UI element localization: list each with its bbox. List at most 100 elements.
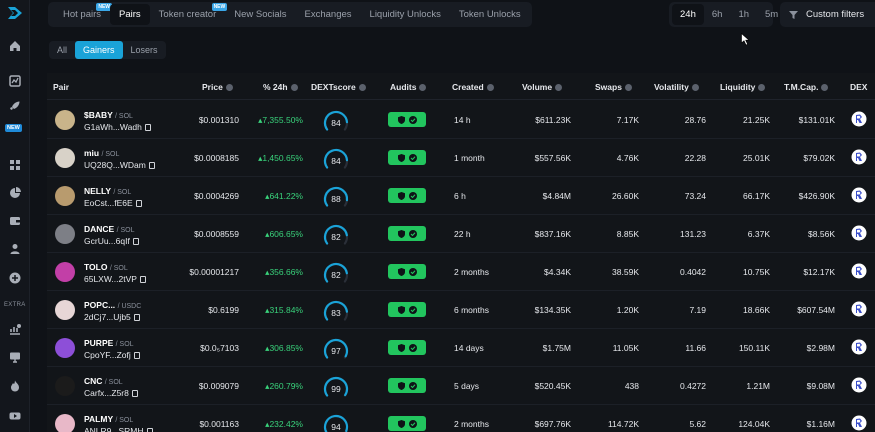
token-avatar <box>55 300 75 320</box>
segment-all[interactable]: All <box>57 45 68 55</box>
copy-icon[interactable] <box>146 427 153 432</box>
raydium-dex-icon[interactable] <box>851 263 867 279</box>
plus-icon[interactable] <box>8 271 22 285</box>
token-symbol[interactable]: DANCE / SOL <box>84 224 135 234</box>
dextools-logo-icon[interactable] <box>6 5 24 21</box>
address-text: 65LXW...2tVP <box>84 274 137 284</box>
table-row[interactable]: CNC / SOL Carfx...Z5r8 $0.009079 ▴260.79% 99… <box>47 367 875 405</box>
audit-badge[interactable] <box>388 150 426 165</box>
table-header: Pair Price % 24h DEXTscore Audits Create… <box>47 73 875 100</box>
home-icon[interactable] <box>8 39 22 53</box>
token-symbol[interactable]: CNC / SOL <box>84 376 123 386</box>
token-symbol[interactable]: PALMY / SOL <box>84 414 133 424</box>
column-dex[interactable]: DEX <box>850 82 868 92</box>
table-row[interactable]: PURPE / SOL CpoYF...Zofj $0.0₅7103 ▴306.85%… <box>47 329 875 367</box>
token-symbol[interactable]: miu / SOL <box>84 148 119 158</box>
column-audits[interactable]: Audits <box>390 82 427 92</box>
column-swaps[interactable]: Swaps <box>595 82 632 92</box>
score-value: 88 <box>331 194 341 204</box>
raydium-dex-icon[interactable] <box>851 301 867 317</box>
raydium-dex-icon[interactable] <box>851 377 867 393</box>
wallet-icon[interactable] <box>8 214 22 228</box>
tab-liquidity-unlocks[interactable]: Liquidity Unlocks <box>361 4 450 25</box>
segment-losers[interactable]: Losers <box>130 45 158 55</box>
table-row[interactable]: PALMY / SOL ANLR9...SRMH $0.001163 ▴232.42%… <box>47 405 875 432</box>
change-cell: ▴260.79% <box>265 381 303 391</box>
volatility-cell: 0.4042 <box>680 267 706 277</box>
grid-icon[interactable] <box>8 158 22 172</box>
tab-hot-pairs[interactable]: Hot pairs NEW <box>54 3 113 25</box>
table-row[interactable]: $BABY / SOL G1aWh...Wadh $0.001310 ▴7,355.5… <box>47 101 875 139</box>
table-row[interactable]: TOLO / SOL 65LXW...2tVP $0.00001217 ▴356.66… <box>47 253 875 291</box>
rocket-icon[interactable] <box>8 99 22 113</box>
table-row[interactable]: DANCE / SOL GcrUu...6qIf $0.0008559 ▴606.65… <box>47 215 875 253</box>
video-icon[interactable] <box>8 409 22 423</box>
audit-badge[interactable] <box>388 378 426 393</box>
score-arc <box>323 300 349 321</box>
column-volume[interactable]: Volume <box>522 82 563 92</box>
audit-badge[interactable] <box>388 188 426 203</box>
raydium-dex-icon[interactable] <box>851 111 867 127</box>
pie-icon[interactable] <box>8 186 22 200</box>
timeframe-24h[interactable]: 24h <box>672 4 704 25</box>
copy-icon[interactable] <box>144 123 151 131</box>
screen-icon[interactable] <box>8 350 22 364</box>
token-symbol[interactable]: POPC... / USDC <box>84 300 141 310</box>
column-volatility[interactable]: Volatility <box>654 82 699 92</box>
column-dextscore[interactable]: DEXTscore <box>311 82 366 92</box>
change-cell: ▴1,450.65% <box>258 153 303 163</box>
timeframe-5m[interactable]: 5m <box>765 9 779 20</box>
column-change[interactable]: % 24h <box>263 82 298 92</box>
liquidity-cell: 18.66K <box>743 305 770 315</box>
copy-icon[interactable] <box>132 237 139 245</box>
tab-new-socials[interactable]: New Socials <box>225 4 295 25</box>
change-cell: ▴306.85% <box>265 343 303 353</box>
info-icon <box>624 83 632 91</box>
copy-icon[interactable] <box>148 161 155 169</box>
audit-badge[interactable] <box>388 416 426 431</box>
tab-token-unlocks[interactable]: Token Unlocks <box>450 4 530 25</box>
token-symbol[interactable]: TOLO / SOL <box>84 262 128 272</box>
copy-icon[interactable] <box>139 275 146 283</box>
audit-badge[interactable] <box>388 340 426 355</box>
copy-icon[interactable] <box>133 313 140 321</box>
copy-icon[interactable] <box>131 389 138 397</box>
table-row[interactable]: miu / SOL UQ28Q...WDam $0.0008185 ▴1,450.65… <box>47 139 875 177</box>
audit-badge[interactable] <box>388 112 426 127</box>
column-pair[interactable]: Pair <box>53 82 70 92</box>
change-cell: ▴356.66% <box>265 267 303 277</box>
custom-filters-button[interactable]: Custom filters <box>780 2 875 27</box>
raydium-dex-icon[interactable] <box>851 225 867 241</box>
column-created[interactable]: Created <box>452 82 494 92</box>
audit-badge[interactable] <box>388 226 426 241</box>
chart-icon[interactable] <box>8 74 22 88</box>
fire-icon[interactable] <box>8 379 22 393</box>
price-cell: $0.001163 <box>199 419 239 429</box>
token-symbol[interactable]: $BABY / SOL <box>84 110 133 120</box>
liquidity-cell: 10.75K <box>743 267 770 277</box>
column-liquidity[interactable]: Liquidity <box>720 82 766 92</box>
tab-exchanges[interactable]: Exchanges <box>296 4 361 25</box>
segment-gainers[interactable]: Gainers <box>75 41 123 59</box>
timeframe-1h[interactable]: 1h <box>738 9 750 20</box>
token-symbol[interactable]: PURPE / SOL <box>84 338 134 348</box>
raydium-dex-icon[interactable] <box>851 415 867 431</box>
table-row[interactable]: POPC... / USDC 2dCj7...Ujb5 $0.6199 ▴315.84… <box>47 291 875 329</box>
token-symbol[interactable]: NELLY / SOL <box>84 186 131 196</box>
column-mcap[interactable]: T.M.Cap. <box>784 82 829 92</box>
audit-badge[interactable] <box>388 302 426 317</box>
raydium-dex-icon[interactable] <box>851 339 867 355</box>
copy-icon[interactable] <box>135 199 142 207</box>
copy-icon[interactable] <box>133 351 140 359</box>
audit-badge[interactable] <box>388 264 426 279</box>
tab-token-creator[interactable]: Token creator NEW <box>150 3 228 25</box>
tab-pairs[interactable]: Pairs <box>110 4 150 25</box>
raydium-dex-icon[interactable] <box>851 187 867 203</box>
user-icon[interactable] <box>8 242 22 256</box>
table-row[interactable]: NELLY / SOL EoCst...fE6E $0.0004269 ▴641.22… <box>47 177 875 215</box>
analytics-icon[interactable] <box>8 322 22 336</box>
dextscore-gauge: 94 <box>323 414 349 432</box>
raydium-dex-icon[interactable] <box>851 149 867 165</box>
timeframe-6h[interactable]: 6h <box>711 9 723 20</box>
column-price[interactable]: Price <box>202 82 233 92</box>
